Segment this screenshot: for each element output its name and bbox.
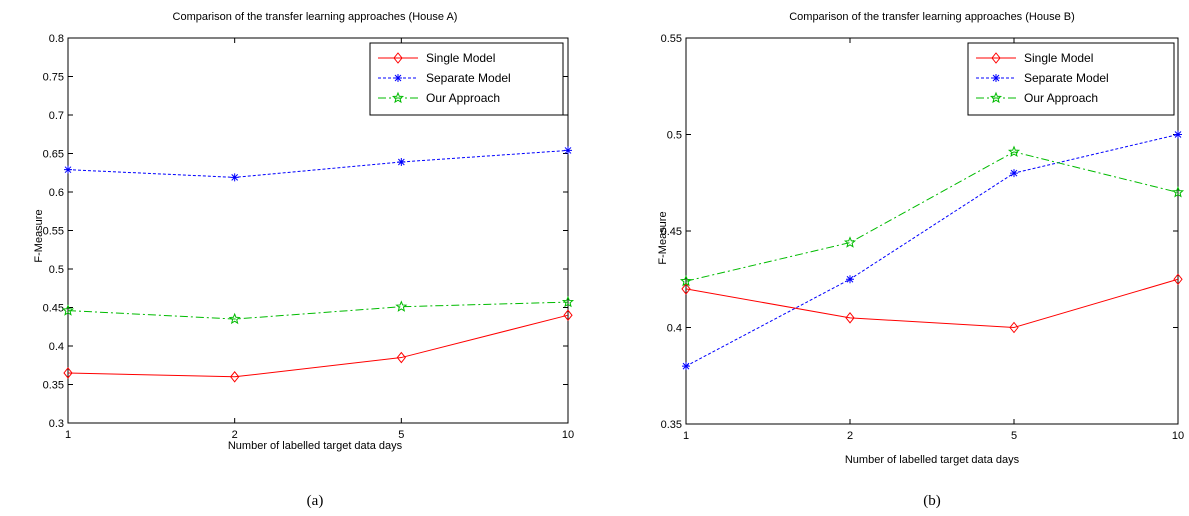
chart-a-ytick-label: 0.75 — [43, 72, 64, 84]
chart-a-series-single-model-point — [63, 367, 73, 379]
chart-a-series-single-model-point — [230, 370, 240, 383]
chart-a-ytick-label: 0.3 — [49, 418, 64, 430]
chart-b-caption: (b) — [923, 493, 941, 509]
chart-b-legend-separate-model-label: Separate Model — [1024, 71, 1109, 85]
chart-a-legend-single-model-marker — [393, 52, 403, 64]
chart-a-ytick-label: 0.6 — [49, 187, 64, 199]
chart-a-series-our-approach-line — [67, 301, 569, 320]
chart-a-ylabel: F-Measure — [33, 209, 45, 262]
chart-a-series-our-approach-point — [561, 295, 575, 308]
chart-a-series-single-model-point — [563, 309, 573, 322]
chart-b-ylabel: F-Measure — [657, 211, 669, 264]
chart-b-xtick-label: 10 — [1172, 430, 1184, 442]
chart-b-series-our-approach-point — [679, 274, 693, 287]
chart-a-plot: 0.3 0.35 0.4 0.45 0.5 0.55 0.6 0.65 0.7 0.75 0.8 1 2… — [43, 33, 575, 441]
chart-b-xtick-label: 2 — [847, 430, 853, 442]
chart-b-series-separate-model-point — [682, 362, 690, 371]
chart-a-ytick-label: 0.55 — [43, 226, 64, 238]
chart-a-ytick-label: 0.7 — [49, 110, 64, 122]
chart-a-xlabel: Number of labelled target data days — [228, 440, 403, 452]
chart-b-series-single-model-point — [1009, 321, 1019, 334]
chart-a-ytick-label: 0.5 — [49, 264, 64, 276]
chart-b-ytick-label: 0.5 — [667, 130, 682, 142]
chart-a-ytick-label: 0.45 — [43, 303, 64, 315]
chart-b-legend-single-model-label: Single Model — [1024, 51, 1093, 65]
chart-a-ytick-label: 0.4 — [49, 341, 64, 353]
chart-b-legend-box — [967, 42, 1175, 116]
chart-b-xlabel: Number of labelled target data days — [845, 454, 1020, 466]
chart-a-legend-single-model-label: Single Model — [426, 51, 495, 65]
chart-a-series-our-approach-point — [228, 312, 241, 325]
chart-a-caption: (a) — [307, 493, 324, 509]
chart-b-series-separate-model-line — [685, 134, 1179, 367]
chart-a-xtick-label: 1 — [65, 429, 71, 441]
chart-b-ytick-label: 0.4 — [667, 323, 682, 335]
chart-b-ytick-label: 0.45 — [661, 226, 682, 238]
chart-b-ytick-label: 0.55 — [661, 33, 682, 45]
chart-a-xtick-label: 5 — [398, 429, 404, 441]
chart-a-series-our-approach-point — [61, 304, 75, 316]
chart-a-series-separate-model-point — [397, 157, 406, 166]
chart-a-series-separate-model-point — [64, 165, 72, 174]
chart-b-series-separate-model-point — [1174, 130, 1182, 139]
chart-a-series-our-approach-point — [395, 300, 408, 312]
chart-b-xtick-label: 1 — [683, 430, 689, 442]
chart-a-legend-box — [369, 42, 564, 116]
chart-a-title: Comparison of the transfer learning appr… — [173, 11, 458, 23]
chart-b-series-our-approach-point — [1007, 145, 1021, 158]
chart-b-series-single-model-point — [681, 283, 691, 295]
chart-a-legend-our-approach-label: Our Approach — [426, 91, 500, 105]
chart-b-series-single-model-point — [1173, 273, 1183, 286]
chart-a-series-single-model-line — [67, 314, 569, 378]
chart-a-series-separate-model-point — [230, 173, 239, 182]
chart-b-series-single-model-line — [685, 278, 1179, 329]
chart-b-legend-single-model-marker — [991, 52, 1001, 64]
chart-a-legend-our-approach-marker — [391, 91, 405, 104]
chart-b-legend-our-approach-marker — [989, 91, 1003, 104]
chart-a-xtick-label: 2 — [232, 429, 238, 441]
chart-b-series-our-approach-point — [843, 236, 857, 248]
chart-b-series-our-approach-point — [1171, 186, 1185, 198]
chart-a-ytick-label: 0.65 — [43, 149, 64, 161]
chart-a-series-single-model-point — [396, 351, 406, 364]
chart-b-plot: 0.35 0.4 0.45 0.5 0.55 1 2 5 10 Single Model Separ… — [661, 33, 1185, 442]
chart-a-xtick-label: 10 — [562, 429, 574, 441]
chart-b-series-single-model-point — [845, 312, 855, 324]
chart-a-legend-separate-model-label: Separate Model — [426, 71, 511, 85]
chart-b-xtick-label: 5 — [1011, 430, 1017, 442]
chart-b-ytick-label: 0.35 — [661, 419, 682, 431]
chart-a-legend-separate-model-marker — [394, 74, 402, 82]
chart-b-series-our-approach-line — [685, 151, 1179, 282]
chart-b-legend-separate-model-marker — [992, 74, 1000, 82]
chart-a-ytick-label: 0.8 — [49, 33, 64, 45]
chart-b-series-separate-model-point — [846, 275, 854, 284]
chart-a-series-separate-model-point — [564, 146, 572, 155]
chart-a-ytick-label: 0.35 — [43, 380, 64, 392]
chart-b-legend-our-approach-label: Our Approach — [1024, 91, 1098, 105]
chart-a-series-separate-model-line — [67, 149, 569, 178]
chart-b-series-separate-model-point — [1010, 169, 1018, 178]
chart-b-title: Comparison of the transfer learning appr… — [789, 11, 1075, 23]
